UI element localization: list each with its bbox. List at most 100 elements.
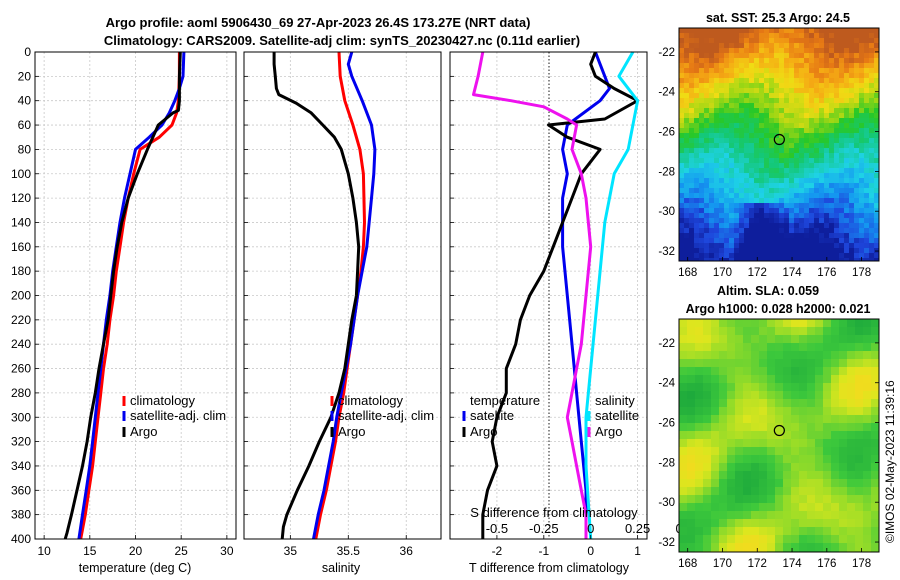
map-cell [744, 198, 750, 204]
map-cell [849, 183, 855, 189]
map-cell [684, 48, 690, 54]
map-cell [679, 367, 688, 376]
map-cell [789, 123, 795, 129]
map-cell [719, 128, 725, 134]
map-cell [679, 447, 688, 456]
map-cell [724, 223, 730, 229]
map-cell [689, 233, 695, 239]
map-cell [724, 193, 730, 199]
map-cell [864, 243, 870, 249]
map-cell [704, 163, 710, 169]
map-cell [815, 375, 824, 384]
map-cell [751, 543, 760, 552]
map-cell [744, 243, 750, 249]
map-cell [751, 359, 760, 368]
map-cell [869, 183, 875, 189]
map-cell [704, 168, 710, 174]
sst-map-frame [678, 27, 880, 262]
map-cell [779, 118, 785, 124]
map-cell [684, 68, 690, 74]
map-cell [849, 43, 855, 49]
map-cell [744, 183, 750, 189]
map-cell [809, 253, 815, 259]
map-cell [839, 33, 845, 39]
map-cell [711, 471, 720, 480]
map-cell [794, 253, 800, 259]
map-cell [807, 359, 816, 368]
map-cell [829, 58, 835, 64]
map-cell [743, 343, 752, 352]
map-cell [689, 133, 695, 139]
map-cell [711, 327, 720, 336]
map-cell [735, 383, 744, 392]
map-cell [855, 439, 864, 448]
map-cell [794, 38, 800, 44]
map-cell [819, 238, 825, 244]
map-cell [814, 78, 820, 84]
map-cell [694, 248, 700, 254]
map-cell [854, 183, 860, 189]
map-cell [807, 487, 816, 496]
map-cell [849, 73, 855, 79]
map-cell [714, 148, 720, 154]
map-cell [699, 238, 705, 244]
map-cell [849, 218, 855, 224]
map-cell [709, 243, 715, 249]
map-cell [829, 218, 835, 224]
map-cell [689, 63, 695, 69]
map-cell [711, 511, 720, 520]
map-cell [749, 28, 755, 34]
map-cell [774, 258, 780, 262]
map-cell [774, 188, 780, 194]
map-cell [794, 63, 800, 69]
map-cell [804, 183, 810, 189]
map-cell [823, 519, 832, 528]
sla-map-subtitle: Argo h1000: 0.028 h2000: 0.021 [686, 302, 871, 316]
map-cell [794, 258, 800, 262]
map-cell [759, 98, 765, 104]
map-cell [743, 511, 752, 520]
map-cell [807, 495, 816, 504]
map-cell [791, 367, 800, 376]
map-cell [735, 455, 744, 464]
map-cell [694, 63, 700, 69]
map-cell [684, 38, 690, 44]
map-cell [703, 479, 712, 488]
map-cell [679, 103, 685, 109]
map-cell [704, 203, 710, 209]
map-cell [854, 198, 860, 204]
map-cell [779, 243, 785, 249]
map-cell [844, 73, 850, 79]
map-cell [727, 399, 736, 408]
map-cell [815, 335, 824, 344]
map-cell [684, 63, 690, 69]
map-cell [729, 123, 735, 129]
map-cell [689, 243, 695, 249]
map-cell [679, 153, 685, 159]
map-cell [704, 73, 710, 79]
map-cell [694, 93, 700, 99]
map-cell [754, 153, 760, 159]
map-cell [695, 343, 704, 352]
map-cell [775, 527, 784, 536]
map-cell [689, 98, 695, 104]
map-cell [824, 148, 830, 154]
map-cell [719, 208, 725, 214]
map-cell [871, 383, 880, 392]
map-cell [839, 375, 848, 384]
map-cell [844, 198, 850, 204]
map-cell [874, 148, 880, 154]
map-cell [699, 168, 705, 174]
map-cell [749, 178, 755, 184]
map-cell [819, 38, 825, 44]
map-cell [809, 173, 815, 179]
map-cell [689, 88, 695, 94]
map-cell [679, 383, 688, 392]
map-cell [679, 158, 685, 164]
map-cell [844, 178, 850, 184]
map-cell [809, 138, 815, 144]
map-cell [831, 455, 840, 464]
map-cell [847, 535, 856, 544]
map-cell [854, 68, 860, 74]
map-cell [869, 43, 875, 49]
